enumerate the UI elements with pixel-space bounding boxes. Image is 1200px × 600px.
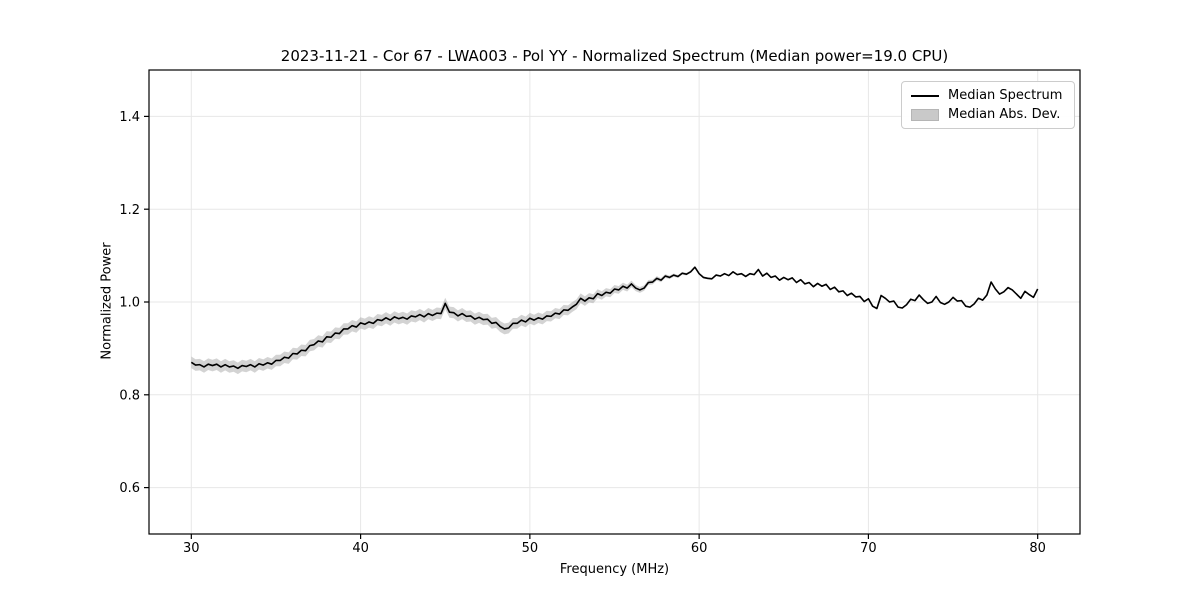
y-tick-label: 1.2 [119, 203, 140, 218]
legend-label-median-spectrum: Median Spectrum [948, 88, 1063, 103]
legend: Median Spectrum Median Abs. Dev. [901, 81, 1075, 129]
y-axis-label-text: Normalized Power [99, 242, 115, 360]
y-tick-label: 1.0 [119, 296, 140, 311]
median-abs-dev-patch-swatch [911, 108, 939, 121]
y-tick-label: 0.6 [119, 481, 140, 496]
median-spectrum-line [190, 266, 1039, 370]
chart-title: 2023-11-21 - Cor 67 - LWA003 - Pol YY - … [280, 47, 949, 65]
y-tick-label: 1.4 [119, 110, 140, 125]
mad-band [191, 266, 1038, 375]
legend-item-median-abs-dev: Median Abs. Dev. [911, 107, 1064, 122]
x-tick-label: 80 [1029, 541, 1046, 556]
x-tick-label: 30 [183, 541, 200, 556]
median-spectrum-line-swatch [911, 94, 939, 97]
x-tick-label: 40 [352, 541, 369, 556]
x-tick-label: 60 [691, 541, 708, 556]
x-tick-label: 50 [522, 541, 539, 556]
y-tick-label: 0.8 [119, 388, 140, 403]
legend-label-median-abs-dev: Median Abs. Dev. [948, 107, 1061, 122]
legend-item-median-spectrum: Median Spectrum [911, 88, 1064, 103]
x-tick-label: 70 [860, 541, 877, 556]
x-axis-label: Frequency (MHz) [559, 562, 670, 577]
